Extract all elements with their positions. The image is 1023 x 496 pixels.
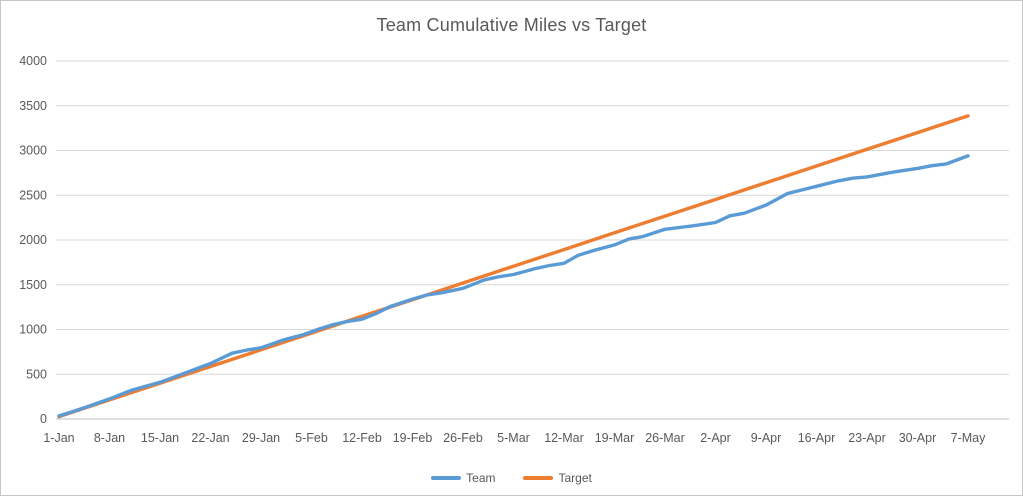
y-axis-tick-label: 500	[26, 367, 47, 381]
y-axis-tick-label: 2000	[19, 233, 47, 247]
x-axis-tick-label: 26-Mar	[645, 431, 685, 445]
x-axis-tick-label: 2-Apr	[700, 431, 731, 445]
x-axis-tick-label: 19-Mar	[595, 431, 635, 445]
x-axis-tick-label: 8-Jan	[94, 431, 125, 445]
y-axis-tick-label: 1000	[19, 323, 47, 337]
team-series-line[interactable]	[57, 154, 970, 418]
y-axis-tick-label: 3500	[19, 99, 47, 113]
x-axis-tick-label: 1-Jan	[43, 431, 74, 445]
y-axis-tick-label: 2500	[19, 188, 47, 202]
legend-label-team: Team	[466, 471, 496, 485]
y-axis-tick-label: 4000	[19, 54, 47, 68]
chart-legend: Team Target	[1, 471, 1022, 485]
x-axis-tick-label: 7-May	[951, 431, 986, 445]
x-axis-tick-label: 29-Jan	[242, 431, 280, 445]
legend-item-team[interactable]: Team	[431, 471, 495, 485]
legend-label-target: Target	[558, 471, 592, 485]
x-axis-tick-label: 15-Jan	[141, 431, 179, 445]
chart-title: Team Cumulative Miles vs Target	[376, 15, 647, 35]
y-axis-tick-label: 3000	[19, 144, 47, 158]
x-axis-tick-label: 30-Apr	[899, 431, 937, 445]
x-axis-tick-label: 26-Feb	[443, 431, 483, 445]
legend-item-target[interactable]: Target	[523, 471, 592, 485]
x-axis-tick-label: 23-Apr	[848, 431, 886, 445]
x-axis-tick-label: 9-Apr	[751, 431, 782, 445]
x-axis-tick-label: 22-Jan	[191, 431, 229, 445]
target-line-swatch-icon	[523, 476, 554, 480]
x-axis-tick-label: 12-Feb	[342, 431, 382, 445]
y-axis-tick-label: 1500	[19, 278, 47, 292]
x-axis-tick-label: 5-Mar	[497, 431, 530, 445]
x-axis-tick-label: 5-Feb	[295, 431, 328, 445]
x-axis-tick-label: 16-Apr	[798, 431, 836, 445]
y-axis-tick-label: 0	[40, 412, 47, 426]
x-axis-tick-label: 19-Feb	[393, 431, 433, 445]
x-axis-tick-label: 12-Mar	[544, 431, 584, 445]
target-series-line[interactable]	[57, 114, 970, 419]
team-line-swatch-icon	[431, 476, 462, 480]
